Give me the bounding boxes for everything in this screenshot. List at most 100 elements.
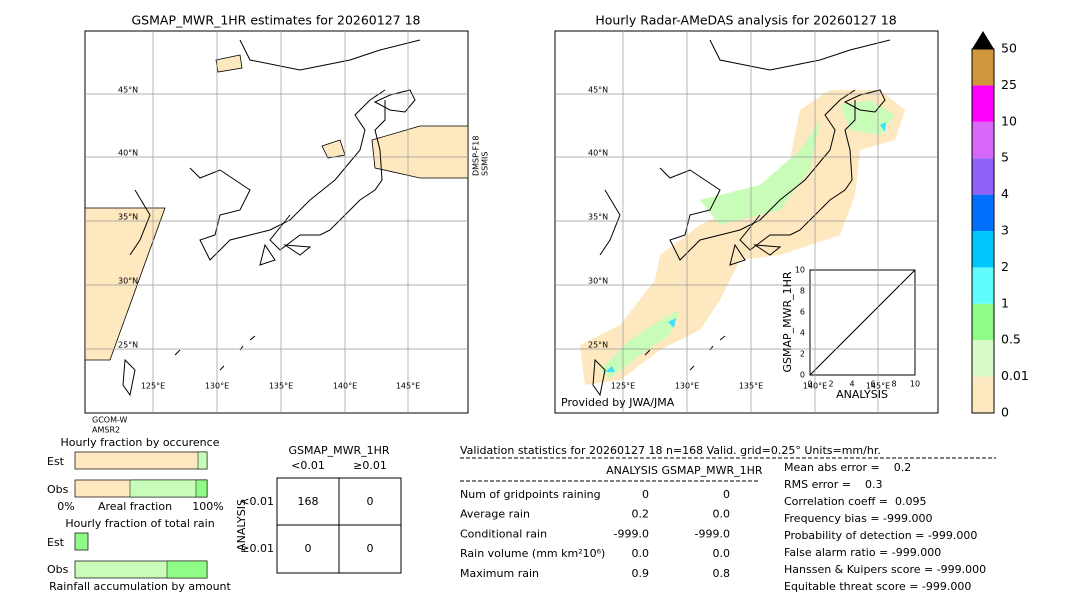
validation-value: 0.2 [632,508,650,521]
table-row: ≥0.01 [240,542,274,555]
fraction-row: Obs [47,563,69,576]
inset-y-tick: 8 [800,287,805,296]
validation-value: 0.0 [713,508,731,521]
validation-value: -999.0 [695,527,730,540]
validation-value: 0.0 [632,547,650,560]
lon-label: 125°E [141,382,165,391]
obs-occurrence-heavy [195,479,208,498]
fraction-axis-label: 0% [57,500,74,513]
table-cell: 0 [367,542,374,555]
lat-label: 25°N [118,341,138,350]
est-occurrence-bar [74,451,208,470]
lon-label: 140°E [333,382,357,391]
colorbar-label: 0.01 [1001,368,1029,383]
lat-label: 40°N [118,149,138,158]
inset-y-tick: 10 [795,266,805,275]
inset-x-tick: 6 [870,380,875,389]
validation-value: -999.0 [614,527,649,540]
score: False alarm ratio = -999.000 [784,546,941,559]
score: Probability of detection = -999.000 [784,529,977,542]
fraction-axis-label: 100% [192,500,223,513]
colorbar-label: 10 [1001,113,1017,128]
colorbar-segment [972,376,994,413]
colorbar-label: 5 [1001,150,1009,165]
lon-label: 145°E [866,382,890,391]
lon-label: 135°E [739,382,763,391]
colorbar-segment [972,231,994,268]
satellite-label: AMSR2 [92,426,120,435]
fraction-title: Hourly fraction of total rain [65,517,214,530]
validation-column: ANALYSIS [606,464,658,477]
fraction-axis-label: Areal fraction [98,500,172,513]
left-map-rain [84,54,469,361]
table-column: <0.01 [291,459,325,472]
fraction-title: Hourly fraction by occurence [61,436,220,449]
colorbar-label: 0 [1001,405,1009,420]
score: Frequency bias = -999.000 [784,512,933,525]
validation-value: 0.0 [713,547,731,560]
table-cell: 168 [298,495,319,508]
table-row: <0.01 [240,495,274,508]
lat-label: 45°N [118,86,138,95]
inset-x-tick: 2 [828,380,833,389]
inset-y-tick: 6 [800,308,805,317]
lat-label: 35°N [118,213,138,222]
validation-value: 0 [642,488,649,501]
fraction-row: Obs [47,483,69,496]
colorbar-label: 3 [1001,223,1009,238]
table-cell: 0 [305,542,312,555]
colorbar-label: 4 [1001,186,1009,201]
satellite-label: DMSP-F18 [472,136,481,176]
validation-label: Num of gridpoints raining [460,488,601,501]
lon-label: 140°E [803,382,827,391]
inset-ylabel: GSMAP_MWR_1HR [781,271,794,372]
validation-value: 0.8 [713,567,731,580]
fraction-row: Est [47,536,65,549]
inset-x-tick: 8 [891,380,896,389]
est-total-bar [74,532,89,551]
lat-label: 35°N [588,213,608,222]
score: Mean abs error = 0.2 [784,461,911,474]
colorbar-label: 2 [1001,259,1009,274]
lat-label: 45°N [588,86,608,95]
inset-xlabel: ANALYSIS [836,388,888,401]
table-title: GSMAP_MWR_1HR [288,444,389,457]
colorbar-segment [972,49,994,86]
inset-x-tick: 10 [910,380,920,389]
inset-x-tick: 4 [849,380,854,389]
colorbar-segment [972,121,994,159]
satellite-label: SSMIS [481,152,490,177]
map-title: GSMAP_MWR_1HR estimates for 20260127 18 [132,13,421,28]
lon-label: 135°E [269,382,293,391]
lon-label: 145°E [396,382,420,391]
inset-x-tick: 0 [807,380,812,389]
colorbar-segment [972,85,994,122]
validation-header: Validation statistics for 20260127 18 n=… [460,444,881,457]
lon-label: 130°E [205,382,229,391]
validation-value: 0 [723,488,730,501]
lat-label: 25°N [588,341,608,350]
colorbar-label: 0.5 [1001,332,1021,347]
lon-label: 125°E [611,382,635,391]
fraction-row: Est [47,455,65,468]
score: Equitable threat score = -999.000 [784,580,971,593]
validation-label: Rain volume (mm km²10⁶) [460,547,605,560]
colorbar-extend [972,31,994,49]
colorbar-segment [972,194,994,231]
colorbar-segment [972,267,994,304]
score: RMS error = 0.3 [784,478,882,491]
inset-y-tick: 0 [800,371,805,380]
lat-label: 40°N [588,149,608,158]
fraction-footer: Rainfall accumulation by amount [49,580,231,593]
table-cell: 0 [367,495,374,508]
colorbar-label: 1 [1001,295,1009,310]
score: Hanssen & Kuipers score = -999.000 [784,563,986,576]
validation-value: 0.9 [632,567,650,580]
table-column: ≥0.01 [353,459,387,472]
credit: Provided by JWA/JMA [561,396,675,409]
lat-label: 30°N [118,277,138,286]
score: Correlation coeff = 0.095 [784,495,926,508]
est-occurrence-rain [197,451,208,470]
colorbar-label: 50 [1001,41,1017,56]
